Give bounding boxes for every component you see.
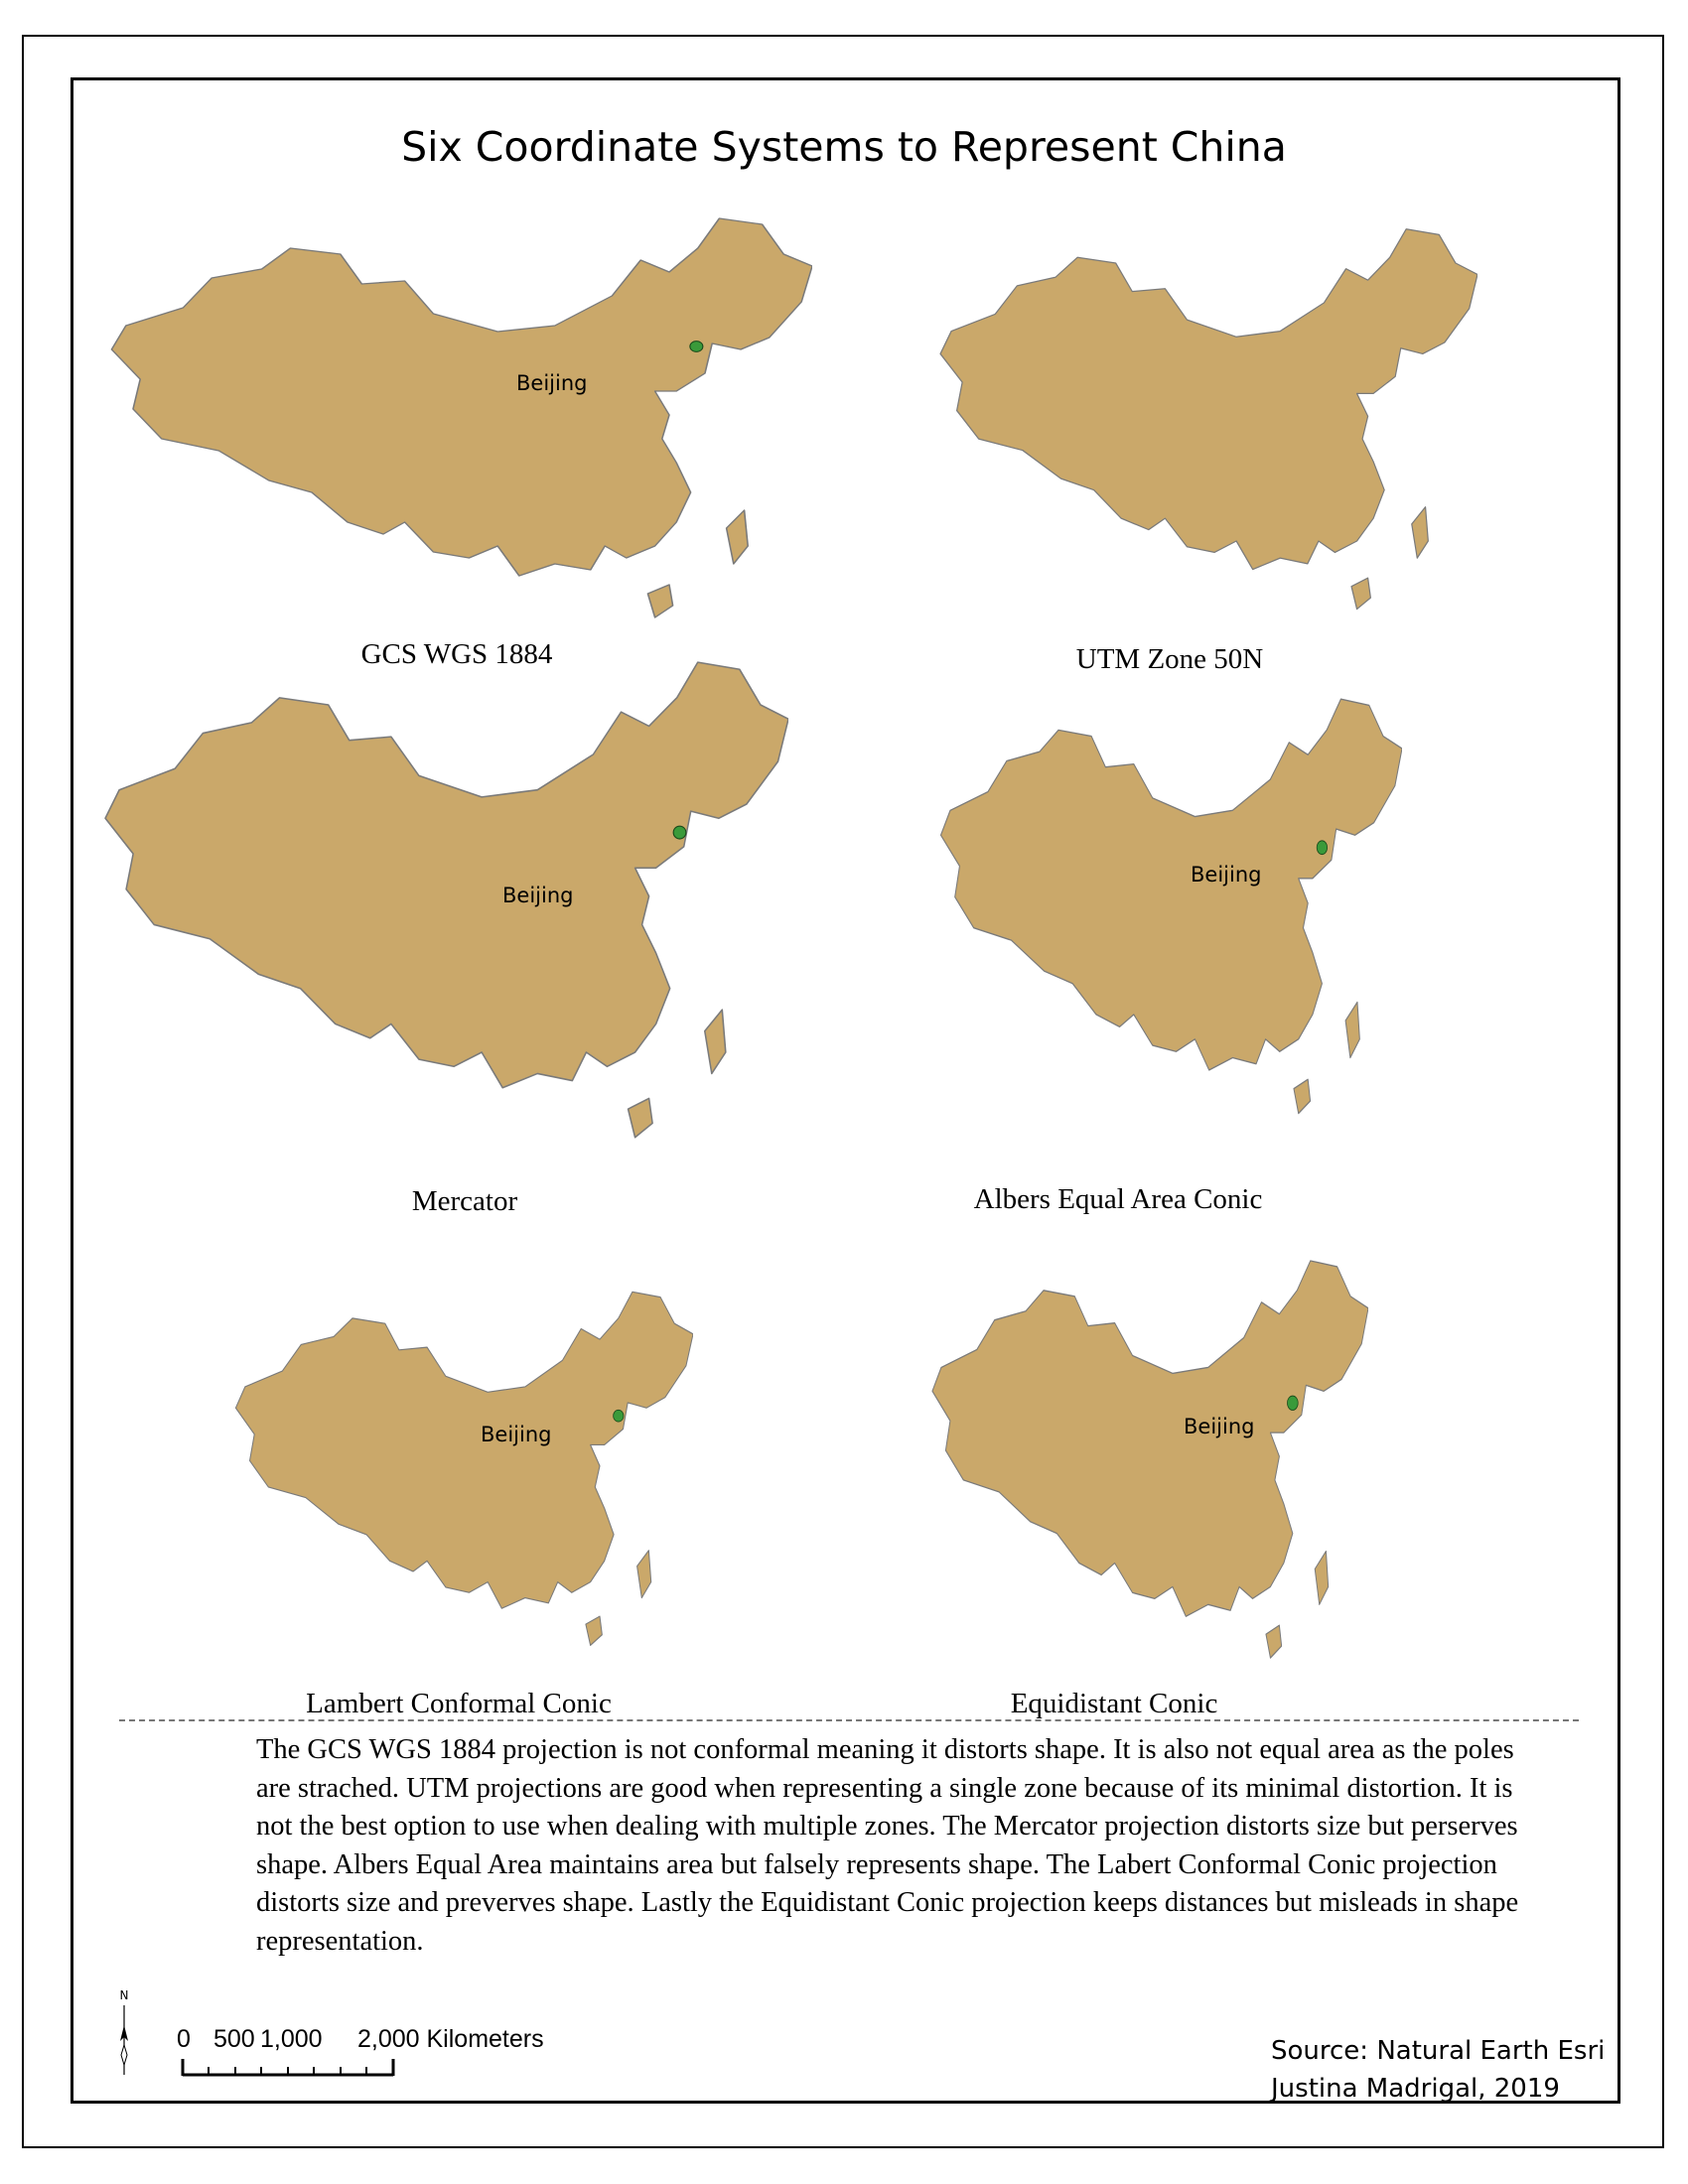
- beijing-label: Beijing: [502, 884, 574, 907]
- map-lambert-conformal-conic: [234, 1291, 693, 1646]
- beijing-label: Beijing: [1191, 863, 1262, 887]
- author-line: Justina Madrigal, 2019: [1271, 2074, 1560, 2104]
- map-mercator: [104, 661, 788, 1139]
- north-label: N: [120, 1988, 129, 2002]
- map-frame: [70, 77, 1620, 2104]
- beijing-label: Beijing: [516, 371, 588, 395]
- scale-tick-0: 0: [177, 2025, 191, 2053]
- description-text: The GCS WGS 1884 projection is not confo…: [256, 1734, 1519, 1957]
- china-shape: [234, 1291, 693, 1646]
- section-divider: [119, 1719, 1579, 1721]
- beijing-marker: [613, 1409, 625, 1423]
- scale-bar: [181, 2059, 395, 2077]
- map-albers-equal-area-conic: [939, 698, 1402, 1115]
- outer-frame: [22, 35, 1664, 2148]
- china-shape: [104, 661, 788, 1139]
- china-shape: [931, 1260, 1368, 1659]
- map-title: Six Coordinate Systems to Represent Chin…: [401, 123, 1287, 171]
- panel-label-equidistant: Equidistant Conic: [1010, 1688, 1218, 1719]
- beijing-marker: [689, 341, 704, 352]
- beijing-marker: [1287, 1395, 1299, 1411]
- panel-label-albers: Albers Equal Area Conic: [973, 1183, 1263, 1215]
- china-shape: [110, 217, 812, 618]
- source-line: Source: Natural Earth Esri: [1271, 2036, 1606, 2066]
- beijing-marker: [1316, 840, 1329, 856]
- beijing-marker: [672, 825, 687, 840]
- map-gcs-wgs-1884: [110, 217, 812, 618]
- panel-label-gcs: GCS WGS 1884: [360, 638, 553, 670]
- china-shape: [939, 228, 1477, 611]
- scale-tick-500: 500: [213, 2025, 255, 2053]
- panel-label-mercator: Mercator: [411, 1185, 518, 1217]
- map-utm-zone-50n: [939, 228, 1477, 611]
- north-arrow-icon: N: [120, 1988, 129, 2075]
- scale-tick-2000: 2,000 Kilometers: [357, 2025, 544, 2053]
- scale-tick-1000: 1,000: [260, 2025, 323, 2053]
- panel-label-lambert: Lambert Conformal Conic: [306, 1688, 612, 1719]
- panel-label-utm: UTM Zone 50N: [1075, 643, 1264, 675]
- source-credit: Source: Natural Earth Esri Justina Madri…: [1271, 2032, 1605, 2108]
- beijing-label: Beijing: [1184, 1415, 1255, 1438]
- china-shape: [939, 698, 1402, 1115]
- beijing-label: Beijing: [481, 1423, 552, 1446]
- map-equidistant-conic: [931, 1260, 1368, 1659]
